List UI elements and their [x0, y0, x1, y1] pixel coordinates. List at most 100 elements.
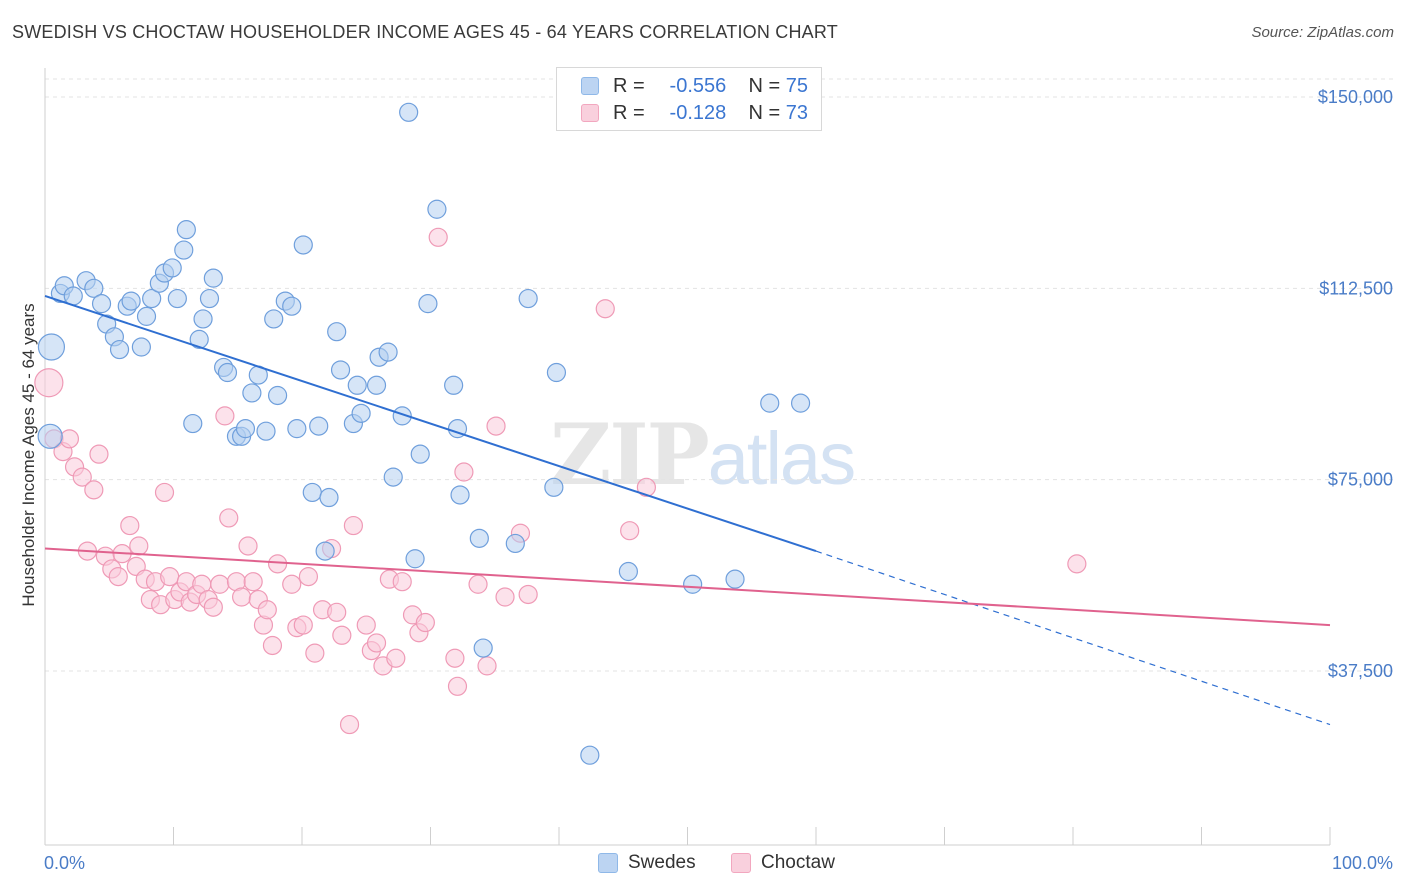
choctaw-point	[282, 574, 302, 594]
swedes-point	[264, 309, 284, 329]
choctaw-point	[392, 572, 412, 592]
swedes-point	[330, 360, 351, 380]
choctaw-point	[267, 554, 288, 574]
swedes-legend-swatch	[598, 853, 618, 873]
swedes-point	[319, 487, 339, 508]
swedes-point	[378, 342, 398, 362]
choctaw-point	[468, 574, 488, 594]
choctaw-point	[454, 462, 474, 482]
n-label: N =	[748, 101, 781, 124]
swedes-point	[293, 235, 313, 255]
choctaw-trend-line	[44, 547, 1331, 627]
swedes-point	[683, 574, 703, 594]
series-legend: Swedes Choctaw	[0, 852, 1406, 878]
swedes-point	[347, 375, 367, 395]
n-value: 73	[785, 101, 808, 124]
swedes-point	[760, 393, 780, 413]
choctaw-point	[495, 587, 515, 607]
correlation-legend: R = -0.556 N = 75 R = -0.128 N = 73	[556, 67, 822, 131]
y-tick-label: $150,000	[1318, 87, 1393, 107]
choctaw-point	[34, 368, 64, 398]
swedes-point	[473, 638, 493, 658]
y-tick-labels: $37,500 $75,000 $112,500 $150,000	[1318, 87, 1393, 681]
choctaw-point	[215, 406, 235, 426]
choctaw-point	[210, 574, 230, 594]
swedes-point	[199, 288, 220, 309]
swedes-point	[174, 240, 194, 260]
swedes-point	[544, 477, 564, 497]
legend-item-swedes[interactable]: Swedes	[598, 852, 696, 874]
choctaw-point	[620, 521, 640, 541]
swedes-point	[392, 406, 412, 426]
choctaw-point	[518, 584, 538, 605]
choctaw-point	[636, 477, 656, 497]
choctaw-point	[339, 714, 360, 735]
choctaw-point	[366, 633, 387, 653]
axes	[44, 68, 1331, 846]
choctaw-point	[356, 615, 376, 635]
r-value: -0.556	[669, 74, 727, 97]
choctaw-point	[486, 416, 506, 436]
trend-lines	[44, 295, 1331, 726]
swedes-point	[84, 278, 104, 298]
y-tick-label: $112,500	[1319, 278, 1393, 298]
swedes-trend-extension	[815, 550, 1331, 726]
legend-label-swedes: Swedes	[628, 852, 696, 873]
choctaw-point	[477, 656, 497, 676]
swedes-point	[189, 329, 209, 349]
choctaw-point	[305, 643, 325, 663]
swedes-point	[142, 288, 162, 309]
swedes-point	[302, 482, 322, 503]
swedes-point	[469, 528, 489, 548]
choctaw-point	[428, 227, 448, 247]
swedes-point	[37, 333, 66, 361]
swedes-point	[405, 549, 425, 569]
swedes-point	[136, 306, 157, 326]
choctaw-point	[160, 567, 180, 587]
choctaw-point	[447, 676, 468, 696]
zipatlas-watermark: ZIPatlas	[550, 405, 856, 504]
legend-row-swedes: R = -0.556 N = 75	[581, 73, 808, 99]
y-tick-label: $75,000	[1328, 470, 1393, 490]
swedes-point	[327, 322, 347, 342]
choctaw-point	[243, 572, 263, 592]
x-tick-label-min: 0.0%	[44, 853, 85, 873]
choctaw-point	[59, 429, 80, 449]
choctaw-point	[386, 648, 406, 668]
choctaw-point	[298, 567, 319, 587]
choctaw-point	[232, 587, 252, 607]
swedes-point	[217, 362, 238, 383]
choctaw-swatch	[581, 104, 599, 122]
choctaw-point	[595, 299, 615, 319]
choctaw-point	[84, 480, 104, 500]
swedes-point	[546, 362, 567, 383]
choctaw-point	[415, 612, 435, 633]
swedes-point	[267, 385, 288, 406]
legend-row-choctaw: R = -0.128 N = 73	[581, 100, 808, 126]
swedes-point	[131, 337, 151, 357]
n-label: N =	[748, 74, 781, 97]
swedes-point	[37, 423, 63, 449]
swedes-point	[235, 419, 256, 439]
choctaw-point	[262, 635, 283, 656]
swedes-point	[121, 291, 141, 311]
r-label: R =	[613, 74, 645, 97]
swedes-point	[444, 375, 464, 395]
swedes-point	[618, 561, 638, 582]
legend-item-choctaw[interactable]: Choctaw	[731, 852, 835, 874]
choctaw-point	[108, 567, 128, 587]
swedes-point	[91, 294, 112, 314]
swedes-point	[518, 288, 538, 309]
swedes-point	[176, 220, 196, 240]
swedes-point	[256, 421, 276, 441]
swedes-point	[399, 102, 419, 122]
swedes-point	[725, 569, 745, 589]
swedes-point	[109, 339, 130, 360]
swedes-point	[580, 745, 600, 765]
choctaw-points	[34, 227, 1087, 735]
choctaw-point	[203, 597, 223, 617]
swedes-point	[790, 393, 811, 413]
swedes-point	[282, 296, 302, 316]
swedes-point	[383, 467, 403, 487]
